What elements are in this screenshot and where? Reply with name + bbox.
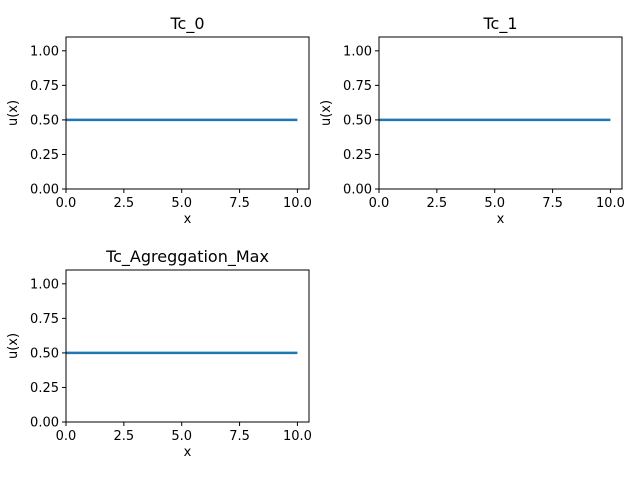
subplot-2: 0.0 2.5 5.0 7.5 10.0 0.00 0.25 0.50 0.75 1.00 Tc_A…: [6, 247, 312, 460]
x-tick-label: 5.0: [171, 196, 192, 211]
x-tick-label: 10.0: [596, 196, 625, 211]
axes-frame: [378, 36, 623, 190]
y-tick-label: 0.75: [343, 79, 372, 94]
x-tick-label: 7.5: [542, 196, 563, 211]
x-tick-label: 2.5: [114, 196, 135, 211]
x-tick-label: 0.0: [56, 196, 77, 211]
x-tick-label: 7.5: [229, 429, 250, 444]
x-tick-label: 7.5: [229, 196, 250, 211]
y-tick-label: 0.00: [30, 183, 59, 198]
y-tick-label: 0.00: [30, 416, 59, 431]
y-tick-label: 0.50: [30, 346, 59, 361]
y-tick-label: 0.25: [30, 148, 59, 163]
y-tick-label: 0.50: [343, 113, 372, 128]
subplot-0: 0.0 2.5 5.0 7.5 10.0 0.00 0.25 0.50 0.75 1.00 Tc_0…: [6, 14, 312, 227]
y-tick-label: 0.00: [343, 183, 372, 198]
x-tick-label: 0.0: [56, 429, 77, 444]
x-tick-label: 0.0: [369, 196, 390, 211]
x-tick-label: 2.5: [114, 429, 135, 444]
y-tick-label: 0.75: [30, 79, 59, 94]
y-tick-label: 0.75: [30, 312, 59, 327]
subplot-title: Tc_Agreggation_Max: [105, 247, 269, 267]
axes-frame: [65, 36, 310, 190]
x-tick-label: 10.0: [283, 429, 312, 444]
y-tick-label: 0.50: [30, 113, 59, 128]
x-axis-label: x: [497, 212, 505, 227]
y-axis-label: u(x): [6, 100, 21, 126]
axes-frame: [65, 269, 310, 423]
x-axis-label: x: [184, 212, 192, 227]
y-axis-label: u(x): [319, 100, 334, 126]
y-tick-label: 1.00: [30, 44, 59, 59]
y-axis-label: u(x): [6, 333, 21, 359]
x-axis-label: x: [184, 445, 192, 460]
y-tick-label: 0.25: [30, 381, 59, 396]
subplot-title: Tc_0: [169, 14, 204, 34]
subplot-1: 0.0 2.5 5.0 7.5 10.0 0.00 0.25 0.50 0.75 1.00 Tc_1…: [319, 14, 625, 227]
y-tick-label: 1.00: [343, 44, 372, 59]
x-tick-label: 5.0: [171, 429, 192, 444]
x-tick-label: 10.0: [283, 196, 312, 211]
y-tick-label: 0.25: [343, 148, 372, 163]
y-tick-label: 1.00: [30, 277, 59, 292]
x-tick-label: 5.0: [484, 196, 505, 211]
subplot-title: Tc_1: [482, 14, 517, 34]
x-tick-label: 2.5: [427, 196, 448, 211]
